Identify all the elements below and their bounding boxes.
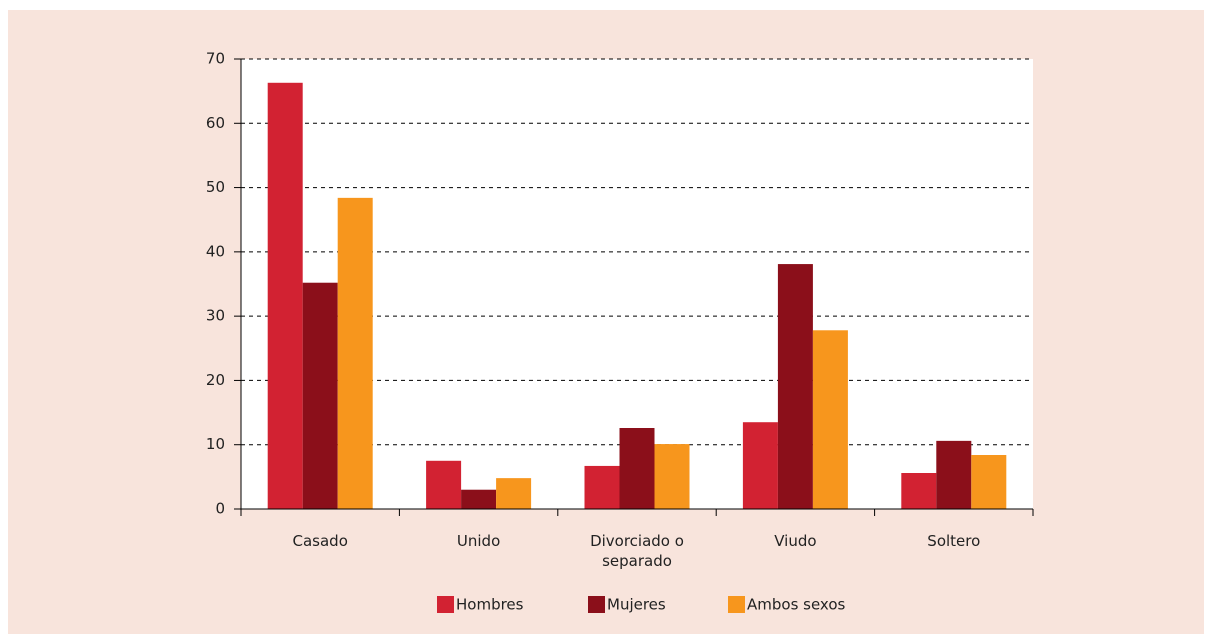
x-tick-label: Unido — [456, 532, 501, 550]
bar — [971, 455, 1007, 509]
bar — [496, 478, 532, 509]
x-tick-label-box: Soltero — [927, 532, 981, 550]
legend: Hombres Mujeres Ambos sexos — [437, 596, 846, 614]
y-tick-label: 30 — [206, 307, 225, 325]
x-tick-label-box: Divorciado o separado — [590, 532, 684, 570]
legend-swatch — [588, 596, 605, 613]
legend-swatch — [728, 596, 745, 613]
x-tick-label-box: Unido — [456, 532, 501, 550]
bar — [777, 264, 813, 509]
y-tick-label: 20 — [206, 371, 225, 389]
bar — [742, 422, 778, 509]
legend-label: Mujeres — [607, 596, 666, 614]
legend-label: Ambos sexos — [747, 596, 846, 614]
bar — [461, 489, 497, 509]
bar — [584, 465, 620, 509]
y-tick-label: 60 — [206, 114, 225, 132]
y-tick-label: 0 — [215, 500, 225, 518]
legend-swatch — [437, 596, 454, 613]
bar — [901, 473, 937, 509]
bar — [654, 444, 690, 509]
bar — [337, 197, 373, 509]
y-tick-label: 10 — [206, 435, 225, 453]
x-tick-label: Soltero — [927, 532, 981, 550]
bar — [812, 330, 848, 509]
bar — [619, 428, 655, 509]
bar — [936, 440, 972, 509]
x-tick-label: Casado — [292, 532, 348, 550]
y-tick-label: 40 — [206, 242, 225, 260]
y-tick-label: 70 — [206, 50, 225, 68]
y-tick-label: 50 — [206, 178, 225, 196]
x-tick-label-box: Casado — [292, 532, 348, 550]
bar — [267, 82, 303, 510]
bar — [302, 282, 338, 509]
legend-label: Hombres — [456, 596, 524, 614]
bar — [426, 460, 462, 509]
x-tick-label-box: Viudo — [774, 532, 817, 550]
x-tick-label: Divorciado o separado — [590, 532, 684, 570]
x-tick-label: Viudo — [774, 532, 817, 550]
